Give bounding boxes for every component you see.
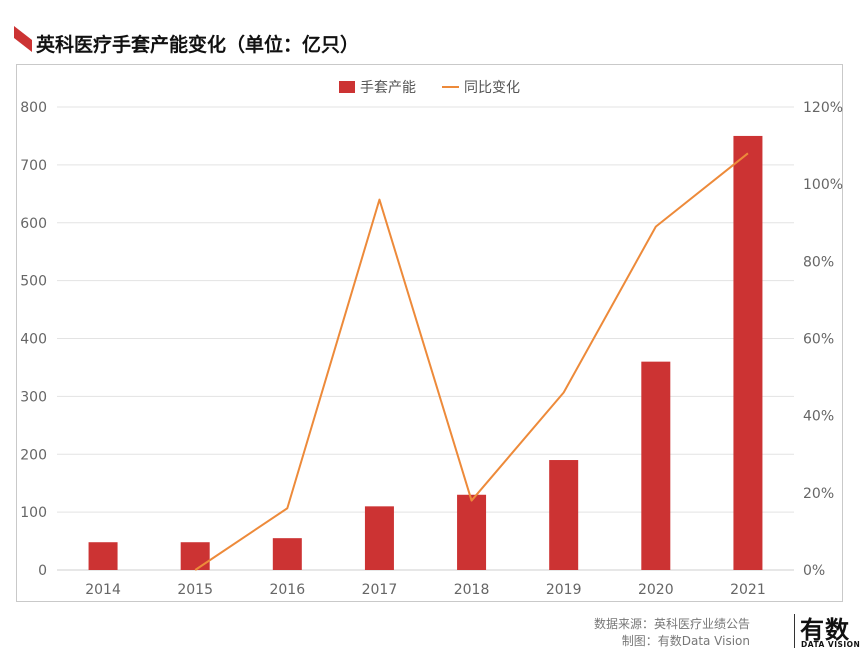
chart-frame: 0 100 200 300 400 500 600 700 800 0% 20% 40% 60% 80% 1… <box>16 64 843 602</box>
bar <box>88 542 118 570</box>
x-tick-label: 2018 <box>454 582 490 598</box>
x-tick-label: 2021 <box>730 582 766 598</box>
y-right-tick-label: 40% <box>803 409 834 425</box>
y-left-tick-label: 700 <box>20 158 47 174</box>
bar <box>733 135 763 570</box>
x-tick-label: 2015 <box>177 582 213 598</box>
chart-canvas: 0 100 200 300 400 500 600 700 800 0% 20% 40% 60% 80% 1… <box>20 80 843 598</box>
chart-title: 英科医疗手套产能变化（单位：亿只） <box>36 34 360 56</box>
x-tick-label: 2016 <box>269 582 305 598</box>
bar <box>364 506 394 570</box>
bar <box>549 460 579 570</box>
line-series-yoy <box>194 152 749 571</box>
x-tick-label: 2020 <box>638 582 674 598</box>
y-left-tick-label: 400 <box>20 332 47 348</box>
bar <box>180 542 210 570</box>
y-right-tick-label: 0% <box>803 563 825 579</box>
y-left-tick-label: 600 <box>20 216 47 232</box>
credit-text: 制图：有数Data Vision <box>621 634 750 648</box>
source-text: 数据来源：英科医疗业绩公告 <box>593 617 750 631</box>
y-left-tick-label: 200 <box>20 447 47 463</box>
bar <box>641 361 671 570</box>
x-tick-label: 2017 <box>362 582 398 598</box>
y-left-tick-label: 100 <box>20 505 47 521</box>
legend-swatch-bar <box>339 81 355 93</box>
footer-divider <box>794 614 795 648</box>
footer: 数据来源：英科医疗业绩公告 制图：有数Data Vision 有数 DATA V… <box>560 612 860 664</box>
y-left-tick-label: 800 <box>20 100 47 116</box>
x-tick-label: 2014 <box>85 582 121 598</box>
brand-logo: 有数 <box>800 616 850 644</box>
y-right-tick-label: 100% <box>803 177 843 193</box>
y-left-tick-label: 500 <box>20 274 47 290</box>
y-left-tick-label: 300 <box>20 389 47 405</box>
y-right-tick-label: 60% <box>803 332 834 348</box>
bar <box>457 494 487 570</box>
y-left-tick-label: 0 <box>38 563 47 579</box>
x-tick-label: 2019 <box>546 582 582 598</box>
bar <box>272 538 302 570</box>
legend-label-bar: 手套产能 <box>360 80 416 96</box>
legend-label-line: 同比变化 <box>464 80 520 96</box>
y-right-tick-label: 120% <box>803 100 843 116</box>
title-mark-icon <box>14 26 32 52</box>
y-right-tick-label: 80% <box>803 254 834 270</box>
y-right-tick-label: 20% <box>803 486 834 502</box>
brand-subtitle: DATA VISION <box>801 640 861 649</box>
